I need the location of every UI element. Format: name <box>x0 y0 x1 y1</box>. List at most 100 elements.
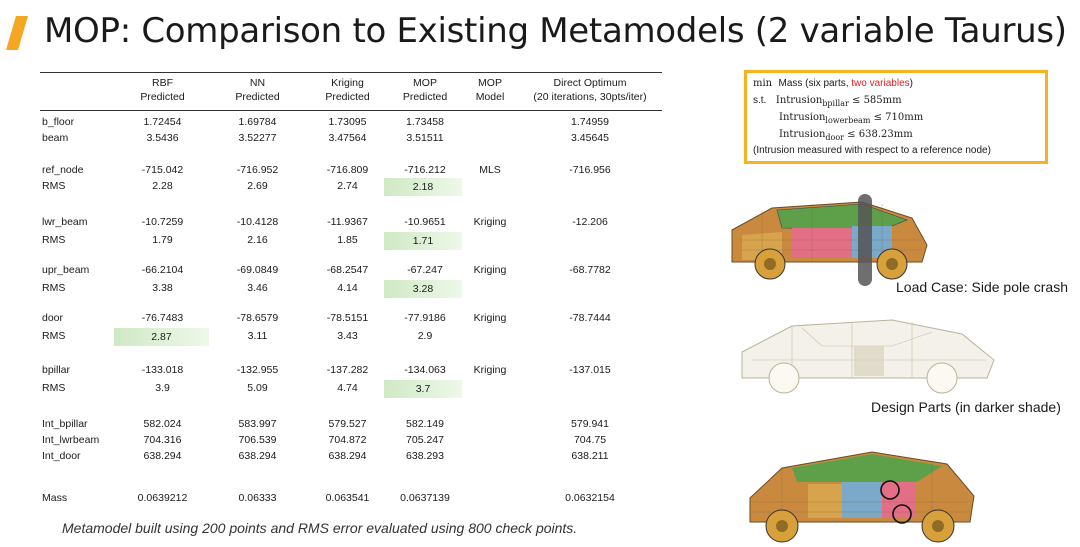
row-label: RMS <box>42 180 66 192</box>
table-cell: -137.015 <box>569 364 611 376</box>
table-cell: -10.4128 <box>236 216 279 228</box>
column-header-line-1: Kriging <box>331 77 364 89</box>
table-cell: Kriging <box>473 216 507 228</box>
table-cell: 3.38 <box>152 282 173 294</box>
table-cell: 2.9 <box>417 330 433 342</box>
table-cell: 3.52277 <box>238 132 277 144</box>
table-cell: 705.247 <box>406 434 444 446</box>
table-cell: 0.0632154 <box>565 492 615 504</box>
table-cell: 0.0639212 <box>137 492 188 504</box>
table-cell: MLS <box>479 164 501 176</box>
table-cell: -69.0849 <box>236 264 279 276</box>
table-cell: -12.206 <box>572 216 608 228</box>
table-cell: 0.06333 <box>238 492 277 504</box>
table-cell: 2.87 <box>114 328 209 346</box>
row-label: upr_beam <box>42 264 90 276</box>
table-cell: 582.149 <box>406 418 444 430</box>
table-cell: -10.7259 <box>141 216 184 228</box>
constraint-1: s.t. Intrusionbpillar ≤ 585mm <box>753 95 902 108</box>
table-cell: -78.7444 <box>569 312 611 324</box>
column-header-line-1: RBF <box>152 77 173 89</box>
table-cell: 3.5436 <box>146 132 179 144</box>
column-header-line-2: (20 iterations, 30pts/iter) <box>533 91 647 103</box>
table-top-rule <box>40 72 662 73</box>
table-cell: 638.294 <box>328 450 367 462</box>
table-cell: 704.872 <box>328 434 367 446</box>
row-label: Int_lwrbeam <box>42 434 100 446</box>
table-cell: 638.293 <box>406 450 444 462</box>
table-cell: 3.7 <box>384 380 462 398</box>
min-keyword: min <box>753 78 773 89</box>
table-cell: 638.294 <box>238 450 277 462</box>
table-cell: -67.247 <box>407 264 443 276</box>
optimization-formulation-box: min Mass (six parts, two variables) s.t.… <box>744 70 1048 164</box>
constraint-2: Intrusionlowerbeam ≤ 710mm <box>779 112 923 125</box>
table-cell: -68.2547 <box>326 264 369 276</box>
table-cell: -66.2104 <box>141 264 184 276</box>
table-cell: -78.5151 <box>326 312 369 324</box>
row-label: ref_node <box>42 164 84 176</box>
table-cell: 1.69784 <box>238 116 277 128</box>
constraint-2-sub: lowerbeam <box>825 116 871 125</box>
formulation-note: (Intrusion measured with respect to a re… <box>753 145 991 156</box>
row-label: bpillar <box>42 364 71 376</box>
row-label: lwr_beam <box>42 216 88 228</box>
table-cell: Kriging <box>473 364 507 376</box>
table-cell: -10.9651 <box>404 216 446 228</box>
column-header: Direct Optimum (20 iterations, 30pts/iter… <box>520 76 660 104</box>
table-cell: 638.294 <box>143 450 182 462</box>
table-cell: 4.14 <box>337 282 358 294</box>
column-header: RBF Predicted <box>120 76 205 104</box>
table-cell: Kriging <box>473 264 507 276</box>
table-cell: 1.85 <box>337 234 358 246</box>
table-cell: -715.042 <box>141 164 184 176</box>
table-cell: 0.063541 <box>325 492 370 504</box>
table-cell: -76.7483 <box>141 312 184 324</box>
row-label: RMS <box>42 382 66 394</box>
table-cell: 1.73095 <box>328 116 367 128</box>
table-cell: 1.79 <box>152 234 173 246</box>
row-label: Int_door <box>42 450 81 462</box>
caption-load-case: Load Case: Side pole crash <box>896 279 1068 295</box>
table-cell: 2.69 <box>247 180 268 192</box>
column-header-line-2: Model <box>475 91 505 103</box>
table-cell: Kriging <box>473 312 507 324</box>
table-cell: 1.71 <box>384 232 462 250</box>
row-label: RMS <box>42 282 66 294</box>
table-cell: 1.73458 <box>406 116 444 128</box>
column-header-line-2: Predicted <box>140 91 185 103</box>
column-header: NN Predicted <box>215 76 300 104</box>
constraint-1-sub: bpillar <box>822 99 849 108</box>
table-cell: 1.72454 <box>143 116 182 128</box>
table-cell: 3.51511 <box>406 132 444 144</box>
column-header-line-1: NN <box>249 77 266 89</box>
constraint-3: Intrusiondoor ≤ 638.23mm <box>779 129 913 142</box>
row-label: b_floor <box>42 116 75 128</box>
table-cell: 3.46 <box>247 282 268 294</box>
table-cell: 2.74 <box>337 180 358 192</box>
table-cell: 1.74959 <box>571 116 609 128</box>
table-cell: -716.212 <box>404 164 446 176</box>
car-reference-nodes-image <box>749 451 975 543</box>
table-cell: -716.809 <box>326 164 369 176</box>
column-header-line-2: Predicted <box>235 91 280 103</box>
table-cell: -68.7782 <box>569 264 611 276</box>
column-header: MOP Model <box>460 76 520 104</box>
column-header: MOP Predicted <box>390 76 460 104</box>
row-label: beam <box>42 132 69 144</box>
table-cell: 3.43 <box>337 330 358 342</box>
table-cell: 579.941 <box>571 418 609 430</box>
constraint-1-bound: ≤ 585mm <box>848 95 902 106</box>
caption-design-parts: Design Parts (in darker shade) <box>871 399 1061 415</box>
table-cell: 3.45645 <box>571 132 609 144</box>
constraint-3-bound: ≤ 638.23mm <box>844 129 913 140</box>
footnote: Metamodel built using 200 points and RMS… <box>62 520 578 536</box>
column-header-line-1: Direct Optimum <box>553 77 627 89</box>
table-cell: 5.09 <box>247 382 268 394</box>
table-cell: 3.9 <box>155 382 170 394</box>
table-cell: 582.024 <box>143 418 182 430</box>
table-cell: 704.316 <box>143 434 182 446</box>
table-cell: 2.28 <box>152 180 173 192</box>
table-cell: 706.539 <box>238 434 277 446</box>
table-cell: -716.956 <box>569 164 611 176</box>
